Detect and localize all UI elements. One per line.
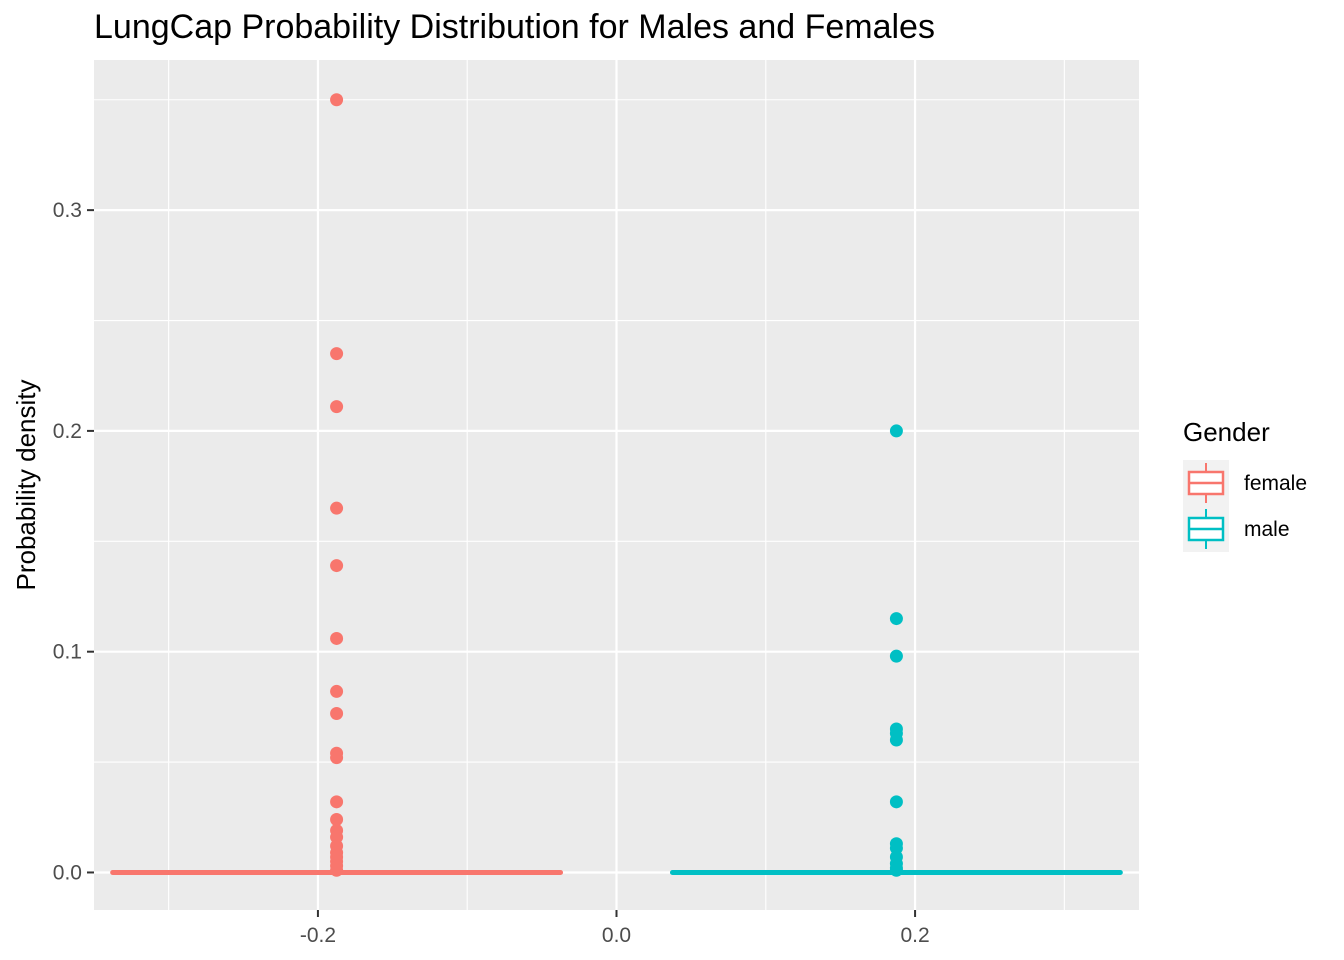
outlier-point-female-1 (330, 347, 344, 361)
legend-items: female male (1183, 460, 1307, 552)
legend-label-male: male (1244, 518, 1290, 541)
chart-title: LungCap Probability Distribution for Mal… (94, 8, 935, 46)
series-layer (110, 93, 1123, 877)
x-axis: -0.2 0.0 0.2 (300, 910, 930, 947)
legend-item-male: male (1183, 506, 1290, 552)
y-tick-label-1: 0.1 (53, 641, 82, 664)
outlier-point-female-6 (330, 684, 344, 698)
series-female (110, 93, 564, 877)
x-tick-label-0: -0.2 (300, 924, 336, 947)
legend-label-female: female (1244, 472, 1307, 495)
outlier-point-male-6 (889, 795, 903, 809)
y-axis: 0.0 0.1 0.2 0.3 (53, 199, 94, 884)
y-tick-label-0: 0.0 (53, 861, 82, 884)
outlier-point-male-0 (889, 424, 903, 438)
outlier-point-female-3 (330, 501, 344, 515)
outlier-point-female-10 (330, 795, 344, 809)
outlier-point-female-0 (330, 93, 344, 107)
outlier-point-male-1 (889, 612, 903, 626)
outlier-point-male-12 (889, 863, 903, 877)
x-tick-label-2: 0.2 (900, 924, 929, 947)
outlier-point-female-11 (330, 812, 344, 826)
y-tick-label-3: 0.3 (53, 199, 82, 222)
series-male (669, 424, 1123, 877)
outlier-point-male-5 (889, 733, 903, 747)
outlier-point-female-4 (330, 559, 344, 573)
outlier-point-female-5 (330, 631, 344, 645)
outlier-point-female-2 (330, 400, 344, 414)
y-tick-label-2: 0.2 (53, 420, 82, 443)
legend: Gender female male (1183, 417, 1307, 552)
x-tick-label-1: 0.0 (602, 924, 631, 947)
outlier-point-female-9 (330, 751, 344, 765)
legend-title: Gender (1183, 417, 1270, 447)
y-axis-title: Probability density (11, 380, 41, 591)
legend-item-female: female (1183, 460, 1307, 506)
outlier-point-female-19 (330, 863, 344, 877)
outlier-point-male-2 (889, 649, 903, 663)
outlier-point-female-7 (330, 707, 344, 721)
